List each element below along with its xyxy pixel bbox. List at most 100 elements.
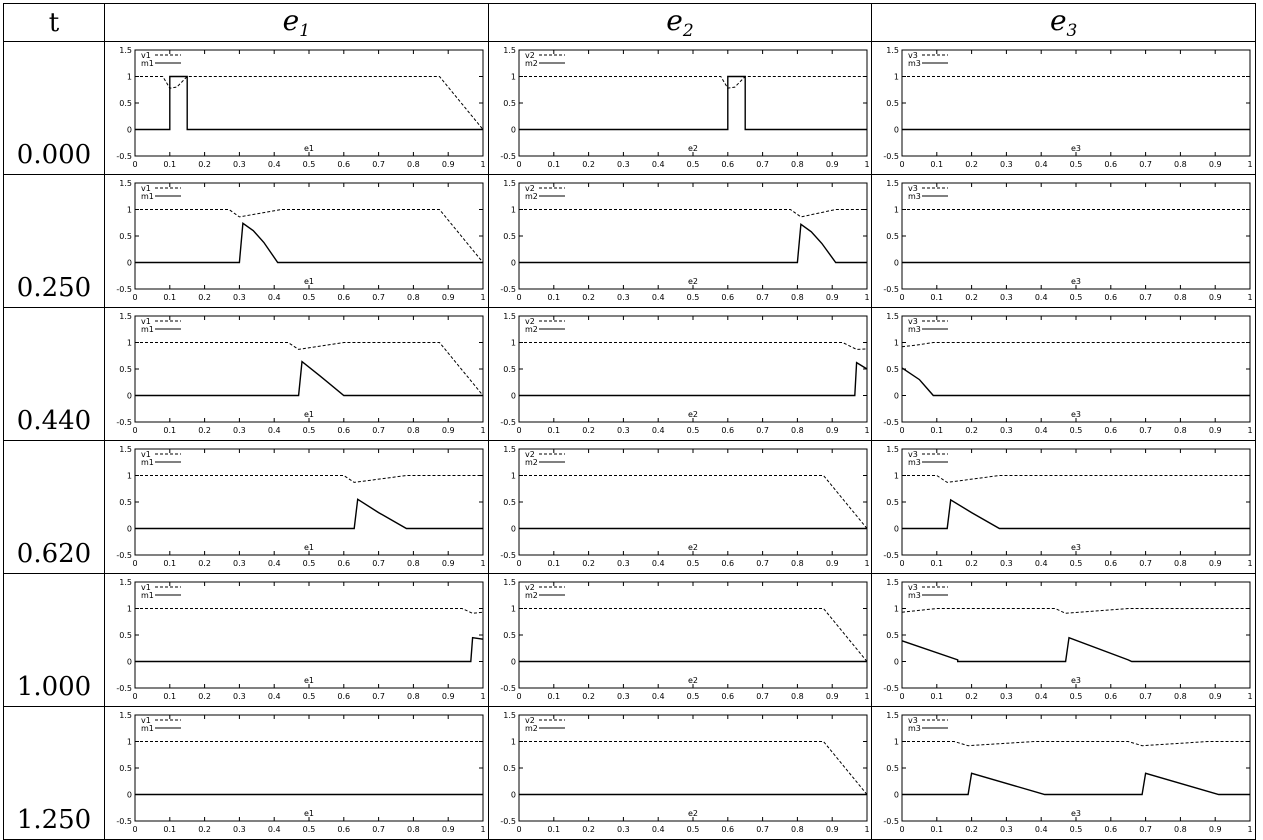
- x-tick-label: 0.7: [1140, 160, 1153, 169]
- plot-cell: 1.5 1 0.5 0 -0.5 0 0.1 0.2 0.3 0.4 0.5 0.6 0.7 0.8 0.9…: [871, 706, 1256, 840]
- x-tick-label: 0.3: [233, 559, 246, 568]
- x-tick-label: 1: [1248, 825, 1253, 834]
- x-axis-label: e3: [1071, 144, 1081, 153]
- y-tick-label: 0.5: [119, 631, 132, 640]
- plot-frame: [901, 182, 1251, 290]
- legend-v-label: v1: [141, 51, 151, 60]
- x-tick-label: 0.2: [582, 426, 595, 435]
- y-tick-label: 1.5: [119, 312, 132, 321]
- plot-cell: 1.5 1 0.5 0 -0.5 0 0.1 0.2 0.3 0.4 0.5 0.6 0.7 0.8 0.9…: [871, 174, 1256, 308]
- x-tick-label: 0: [900, 825, 905, 834]
- x-tick-label: 0: [516, 426, 521, 435]
- y-tick-label: 1: [511, 73, 516, 82]
- legend-v-label: v1: [141, 450, 151, 459]
- series-v-line: [135, 76, 484, 130]
- line-plot: 1.510.50-0.50 0.1 0.2 0.3 0.4 0.5 0.6 0.7 0.8 0.9…: [500, 312, 869, 435]
- header-t: t: [3, 3, 105, 42]
- series-m-line: [902, 498, 1251, 530]
- x-tick-label: 0.2: [582, 559, 595, 568]
- x-tick-label: 0.7: [756, 692, 769, 701]
- x-tick-label: 0.3: [1000, 160, 1013, 169]
- time-row: 0.440 1.5 1 0.5 0 -0.5 0 0.1 0.2 0.3 0.4 0.5 0.6 0.7 0…: [3, 307, 1256, 441]
- line-plot: 1.510.50-0.50 0.1 0.2 0.3 0.4 0.5 0.6 0.7 0.8 0.9…: [500, 46, 869, 169]
- series-v-line: [902, 475, 1251, 483]
- x-tick-label: 0.9: [442, 426, 455, 435]
- time-row: 0.250 1.5 1 0.5 0 -0.5 0 0.1 0.2 0.3 0.4 0.5 0.6 0.7 0…: [3, 174, 1256, 308]
- plot-frame: [134, 581, 484, 689]
- plot-frame: [518, 448, 868, 556]
- y-tick-label: 1.5: [503, 46, 516, 55]
- x-tick-label: 1: [480, 559, 485, 568]
- x-axis-label: e3: [1071, 410, 1081, 419]
- legend-v-label: v2: [525, 317, 535, 326]
- x-tick-label: 0.3: [233, 692, 246, 701]
- x-tick-label: 0.2: [966, 559, 979, 568]
- legend-m-label: m1: [141, 59, 154, 68]
- y-tick-label: 1.5: [503, 711, 516, 720]
- legend-m-label: m3: [908, 591, 921, 600]
- y-tick-label: 0: [127, 525, 132, 534]
- y-tick-label: -0.5: [884, 817, 900, 826]
- x-tick-label: 0.4: [268, 293, 281, 302]
- y-tick-label: 0.5: [887, 365, 900, 374]
- legend-v-label: v3: [908, 716, 918, 725]
- x-axis-label: e1: [304, 676, 314, 685]
- line-plot: 1.510.50-0.50 0.1 0.2 0.3 0.4 0.5 0.6 0.7 0.8 0.9…: [116, 179, 485, 302]
- x-tick-label: 0.8: [407, 692, 420, 701]
- x-tick-label: 0.8: [791, 825, 804, 834]
- line-plot: 1.510.50-0.50 0.1 0.2 0.3 0.4 0.5 0.6 0.7 0.8 0.9…: [116, 312, 485, 435]
- x-tick-label: 0.5: [1070, 692, 1083, 701]
- x-tick-label: 0.5: [686, 825, 699, 834]
- plot-frame: [134, 182, 484, 290]
- x-tick-label: 0.1: [163, 825, 176, 834]
- x-tick-label: 0.6: [721, 692, 734, 701]
- series-m-line: [518, 223, 867, 264]
- x-tick-label: 0: [900, 160, 905, 169]
- x-tick-label: 0.4: [268, 825, 281, 834]
- y-tick-label: 1: [127, 339, 132, 348]
- x-tick-label: 1: [864, 692, 869, 701]
- y-tick-label: 1.5: [119, 445, 132, 454]
- x-tick-label: 0.1: [931, 825, 944, 834]
- x-tick-label: 0: [900, 426, 905, 435]
- x-tick-label: 0.5: [303, 559, 316, 568]
- legend-v-label: v2: [525, 51, 535, 60]
- x-tick-label: 0.6: [1105, 160, 1118, 169]
- x-tick-label: 0.1: [163, 293, 176, 302]
- y-tick-label: -0.5: [500, 285, 516, 294]
- x-tick-label: 0.5: [686, 426, 699, 435]
- x-tick-label: 0.8: [407, 160, 420, 169]
- x-axis-label: e3: [1071, 809, 1081, 818]
- legend-m-label: m2: [525, 325, 538, 334]
- x-tick-label: 0.2: [582, 692, 595, 701]
- y-tick-label: 1.5: [887, 445, 900, 454]
- x-tick-label: 0.8: [791, 559, 804, 568]
- legend-m-label: m1: [141, 192, 154, 201]
- y-tick-label: 1.5: [119, 711, 132, 720]
- legend-v-label: v2: [525, 184, 535, 193]
- plot-cell: 1.5 1 0.5 0 -0.5 0 0.1 0.2 0.3 0.4 0.5 0.6 0.7 0.8 0.9…: [104, 41, 489, 175]
- y-tick-label: 0: [894, 791, 899, 800]
- y-tick-label: -0.5: [884, 418, 900, 427]
- x-tick-label: 0.9: [825, 160, 838, 169]
- y-tick-label: 1: [894, 73, 899, 82]
- x-tick-label: 0.5: [1070, 559, 1083, 568]
- x-tick-label: 0.9: [825, 559, 838, 568]
- x-tick-label: 0.2: [198, 825, 211, 834]
- x-tick-label: 0.1: [931, 160, 944, 169]
- x-tick-label: 0.7: [1140, 825, 1153, 834]
- x-axis-label: e2: [688, 277, 698, 286]
- legend-m-label: m3: [908, 724, 921, 733]
- y-tick-label: 0.5: [887, 764, 900, 773]
- x-tick-label: 0.8: [1174, 160, 1187, 169]
- x-tick-label: 0.6: [721, 293, 734, 302]
- y-tick-label: 1: [127, 206, 132, 215]
- line-plot: 1.510.50-0.50 0.1 0.2 0.3 0.4 0.5 0.6 0.7 0.8 0.9…: [884, 179, 1253, 302]
- x-tick-label: 0.9: [1209, 825, 1222, 834]
- x-tick-label: 0.9: [442, 559, 455, 568]
- y-tick-label: 1: [894, 339, 899, 348]
- series-m-line: [135, 75, 483, 131]
- x-tick-label: 0.4: [651, 692, 664, 701]
- header-e2-sub: 2: [682, 21, 694, 41]
- x-tick-label: 0.2: [198, 160, 211, 169]
